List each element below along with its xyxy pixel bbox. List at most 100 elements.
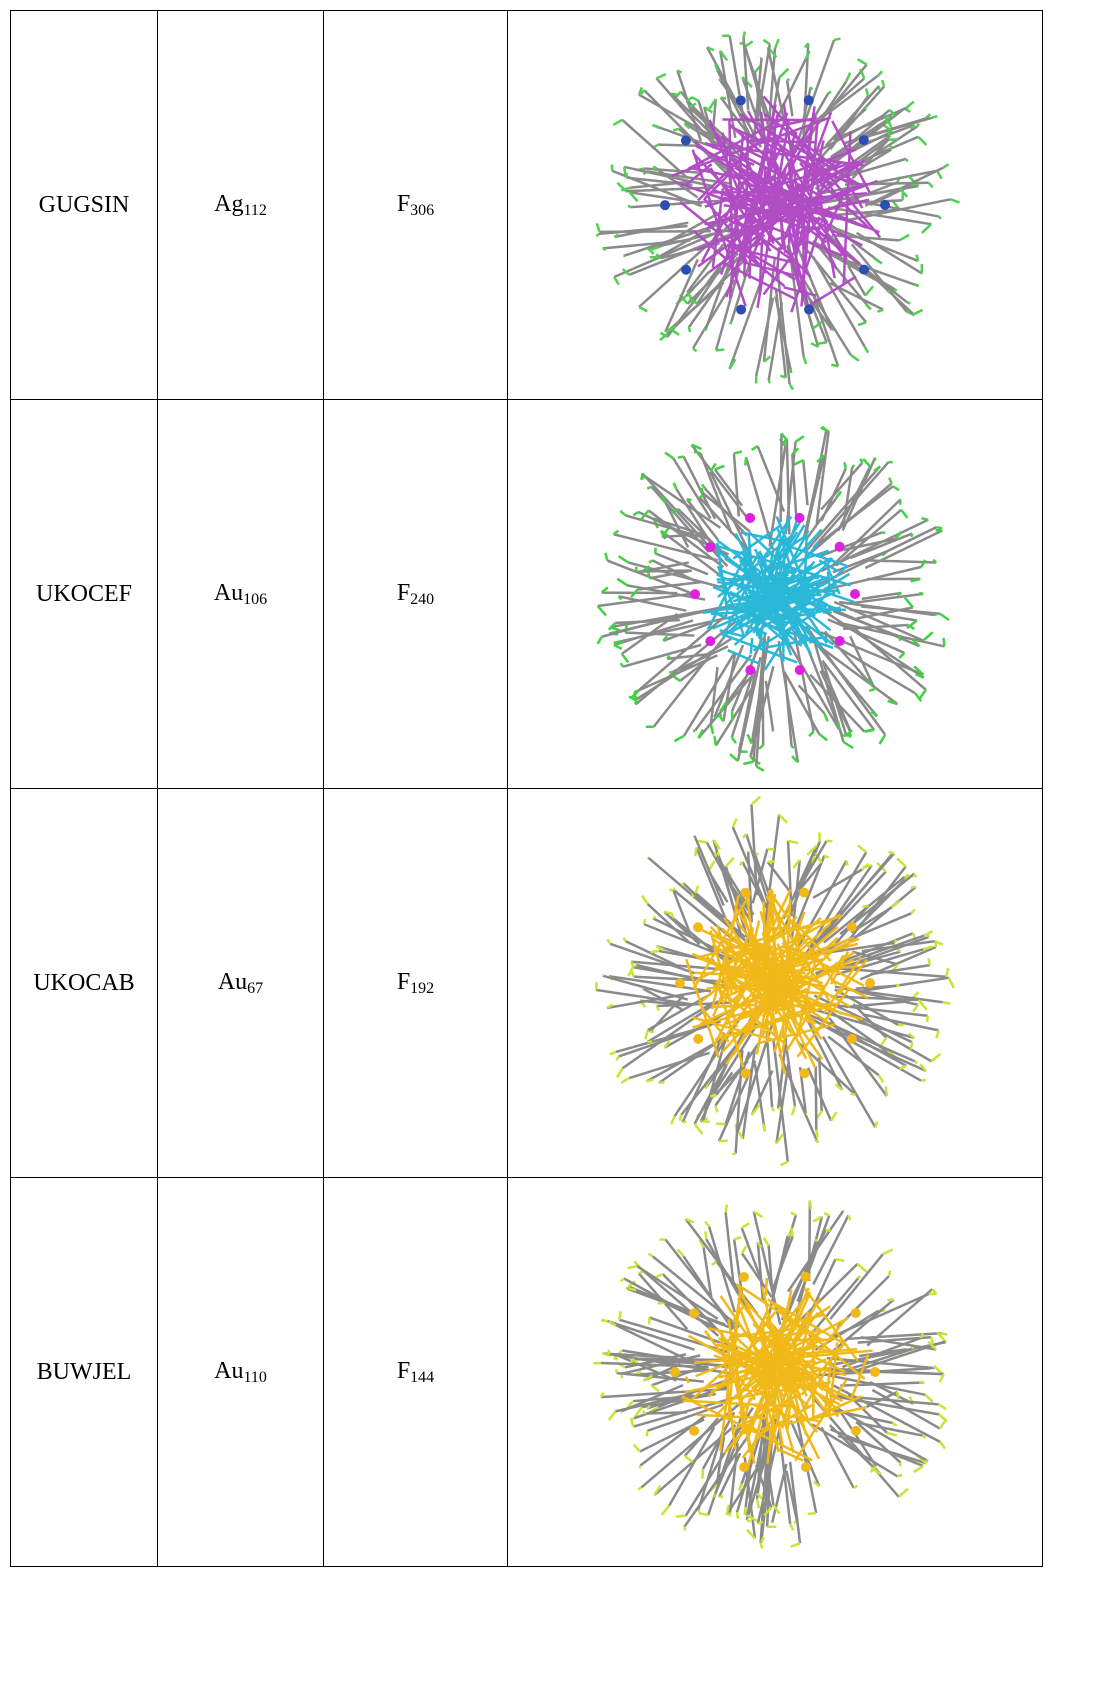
bond [639,1413,707,1467]
bond [828,1423,882,1475]
bond [790,1541,801,1548]
bond [722,652,737,722]
bond [877,69,884,76]
bond [688,297,698,305]
bond [700,487,705,493]
bond [742,30,747,37]
bond [643,922,737,963]
bond [715,979,745,1068]
bond [703,1329,757,1400]
bond [830,362,839,367]
atom [740,1067,751,1078]
bond [884,1085,889,1096]
bond [718,1494,724,1498]
bond [782,533,808,552]
bond [712,926,754,1017]
bond [671,91,679,96]
bond [682,1119,687,1124]
atom [850,1307,861,1318]
bond [728,274,765,369]
bond [937,1402,947,1410]
bond [936,169,943,179]
bond [625,939,678,967]
bond [870,710,879,717]
bond [781,437,788,446]
bond [609,604,733,628]
bond [806,1066,833,1121]
cluster-name: BUWJEL [36,1358,132,1385]
bond [766,860,792,893]
bond [823,854,830,859]
bond [812,1214,850,1285]
bond [771,729,774,732]
bond [730,256,753,322]
bond [790,1211,797,1216]
atom [675,977,686,988]
bond [859,457,864,463]
bond [708,98,717,109]
bond [743,1506,748,1515]
bond [754,297,775,376]
bond [655,944,665,951]
bond [771,1520,774,1524]
bond [761,1122,767,1132]
bond [736,656,762,761]
bond [639,474,646,480]
bond [771,1300,847,1346]
bond [776,1037,788,1109]
bond [685,498,720,541]
bond [898,651,906,659]
bond [842,740,854,749]
bond [687,115,787,170]
bond [719,700,728,712]
fluorine-cell: F192 [323,788,508,1178]
bond [891,1421,898,1427]
bond [853,1484,859,1489]
bond [910,577,921,583]
bond [697,1508,701,1513]
bond [755,637,767,766]
bond [691,148,747,307]
bond [647,508,725,568]
bond [757,572,851,631]
bond [767,847,775,851]
bond [812,867,863,899]
bond [773,580,826,604]
bond [922,944,934,951]
bond [769,180,776,188]
atom [745,512,756,523]
bond [716,851,721,856]
bond [728,320,733,325]
bond [617,1310,622,1320]
bond [647,247,655,255]
bond [862,457,872,467]
bond [779,217,784,243]
bond [684,1454,694,1463]
bond [781,971,796,1053]
bond [688,102,697,108]
bond [718,1138,728,1143]
bond [712,1492,716,1498]
bond [750,1103,761,1116]
bond [775,246,781,280]
bond [650,949,659,953]
bond [862,976,950,992]
fluorine-cell: F240 [323,399,508,789]
atom [693,921,704,932]
bond [615,618,680,624]
bond [920,558,927,567]
atom [739,1461,750,1472]
bond [655,72,667,79]
bond [784,441,797,534]
bond [704,1220,711,1227]
bond [655,77,717,147]
bond [764,910,806,1022]
bond [596,635,603,644]
bond [670,507,679,514]
bond [608,1320,617,1327]
bond [786,245,803,293]
bond [658,1041,717,1084]
bond [795,950,819,1037]
atom [803,94,814,105]
atom [834,635,845,646]
